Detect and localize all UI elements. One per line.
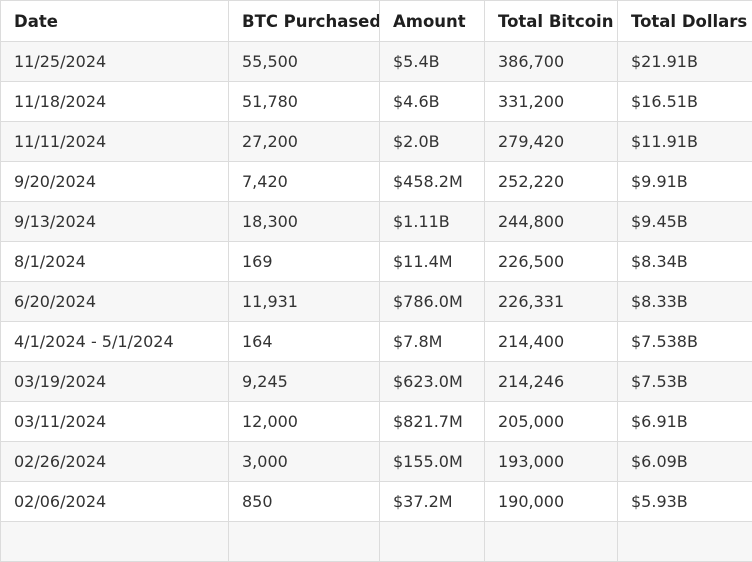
cell-amount: $4.6B <box>380 82 485 122</box>
cell-date: 11/11/2024 <box>1 122 229 162</box>
cell-total-dollars: $11.91B <box>618 122 752 162</box>
cell-total-bitcoin: 279,420 <box>485 122 618 162</box>
cell-date: 6/20/2024 <box>1 282 229 322</box>
header-total-bitcoin: Total Bitcoin <box>485 1 618 42</box>
cell-btc-purchased: 55,500 <box>229 42 380 82</box>
cell-total-dollars: $16.51B <box>618 82 752 122</box>
cell-total-dollars: $8.33B <box>618 282 752 322</box>
cell-date: 9/20/2024 <box>1 162 229 202</box>
cell-date: 11/18/2024 <box>1 82 229 122</box>
cell-total-bitcoin: 226,500 <box>485 242 618 282</box>
cell-amount: $458.2M <box>380 162 485 202</box>
cell-btc-purchased: 9,245 <box>229 362 380 402</box>
cell-amount: $7.8M <box>380 322 485 362</box>
cell-amount <box>380 522 485 562</box>
cell-total-bitcoin: 252,220 <box>485 162 618 202</box>
cell-btc-purchased: 7,420 <box>229 162 380 202</box>
header-row: Date BTC Purchased Amount Total Bitcoin … <box>1 1 752 42</box>
cell-total-dollars: $6.09B <box>618 442 752 482</box>
cell-date <box>1 522 229 562</box>
cell-btc-purchased: 850 <box>229 482 380 522</box>
cell-btc-purchased: 164 <box>229 322 380 362</box>
header-btc-purchased: BTC Purchased <box>229 1 380 42</box>
cell-total-dollars: $5.93B <box>618 482 752 522</box>
cell-date: 4/1/2024 - 5/1/2024 <box>1 322 229 362</box>
cell-date: 02/06/2024 <box>1 482 229 522</box>
cell-total-bitcoin <box>485 522 618 562</box>
cell-total-dollars: $6.91B <box>618 402 752 442</box>
cell-total-dollars: $7.53B <box>618 362 752 402</box>
cell-total-dollars: $7.538B <box>618 322 752 362</box>
header-amount: Amount <box>380 1 485 42</box>
cell-amount: $37.2M <box>380 482 485 522</box>
cell-total-bitcoin: 244,800 <box>485 202 618 242</box>
cell-total-bitcoin: 386,700 <box>485 42 618 82</box>
cell-btc-purchased: 169 <box>229 242 380 282</box>
cell-date: 02/26/2024 <box>1 442 229 482</box>
cell-date: 9/13/2024 <box>1 202 229 242</box>
cell-amount: $11.4M <box>380 242 485 282</box>
cell-total-bitcoin: 193,000 <box>485 442 618 482</box>
cell-total-dollars <box>618 522 752 562</box>
cell-amount: $623.0M <box>380 362 485 402</box>
cell-btc-purchased: 18,300 <box>229 202 380 242</box>
cell-total-dollars: $9.45B <box>618 202 752 242</box>
cell-btc-purchased: 27,200 <box>229 122 380 162</box>
cell-total-dollars: $9.91B <box>618 162 752 202</box>
cell-amount: $821.7M <box>380 402 485 442</box>
header-date: Date <box>1 1 229 42</box>
header-total-dollars: Total Dollars <box>618 1 752 42</box>
cell-amount: $2.0B <box>380 122 485 162</box>
cell-total-dollars: $8.34B <box>618 242 752 282</box>
cell-total-bitcoin: 214,246 <box>485 362 618 402</box>
cell-btc-purchased: 12,000 <box>229 402 380 442</box>
cell-total-dollars: $21.91B <box>618 42 752 82</box>
table-header: Date BTC Purchased Amount Total Bitcoin … <box>1 1 752 42</box>
cell-total-bitcoin: 214,400 <box>485 322 618 362</box>
cell-total-bitcoin: 205,000 <box>485 402 618 442</box>
cell-date: 03/19/2024 <box>1 362 229 402</box>
cell-btc-purchased: 11,931 <box>229 282 380 322</box>
cell-btc-purchased: 3,000 <box>229 442 380 482</box>
cell-date: 11/25/2024 <box>1 42 229 82</box>
cell-total-bitcoin: 190,000 <box>485 482 618 522</box>
cell-total-bitcoin: 226,331 <box>485 282 618 322</box>
cell-total-bitcoin: 331,200 <box>485 82 618 122</box>
cell-amount: $1.11B <box>380 202 485 242</box>
cell-amount: $5.4B <box>380 42 485 82</box>
table-row <box>1 522 752 562</box>
cell-date: 8/1/2024 <box>1 242 229 282</box>
cell-date: 03/11/2024 <box>1 402 229 442</box>
cell-btc-purchased: 51,780 <box>229 82 380 122</box>
cell-amount: $155.0M <box>380 442 485 482</box>
cell-amount: $786.0M <box>380 282 485 322</box>
cell-btc-purchased <box>229 522 380 562</box>
